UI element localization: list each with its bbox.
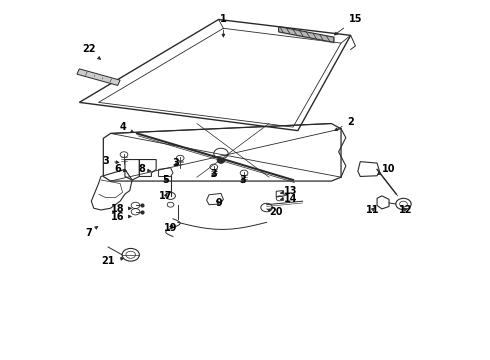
Text: 15: 15 <box>335 14 362 35</box>
Text: 2: 2 <box>335 117 354 131</box>
Text: 3: 3 <box>102 156 119 166</box>
Text: 17: 17 <box>159 191 172 201</box>
Polygon shape <box>77 69 120 85</box>
Text: 21: 21 <box>101 256 123 266</box>
Text: 3: 3 <box>239 175 246 185</box>
Circle shape <box>217 158 225 163</box>
Text: 19: 19 <box>164 222 177 233</box>
Text: 6: 6 <box>114 165 127 174</box>
Text: 7: 7 <box>86 226 98 238</box>
Text: 11: 11 <box>366 205 379 215</box>
Text: 1: 1 <box>220 14 227 37</box>
Text: 3: 3 <box>210 168 217 179</box>
Text: 3: 3 <box>172 158 179 168</box>
Text: 16: 16 <box>111 212 131 222</box>
Text: 22: 22 <box>82 45 100 59</box>
Text: 18: 18 <box>111 204 131 214</box>
Text: 13: 13 <box>280 186 297 196</box>
Text: 9: 9 <box>215 198 222 208</box>
Text: 10: 10 <box>378 165 396 175</box>
Text: 5: 5 <box>162 175 169 185</box>
Text: 20: 20 <box>267 207 283 217</box>
Text: 14: 14 <box>280 194 297 204</box>
Text: 12: 12 <box>399 205 413 215</box>
Text: 4: 4 <box>119 122 134 132</box>
Text: 8: 8 <box>138 165 151 174</box>
